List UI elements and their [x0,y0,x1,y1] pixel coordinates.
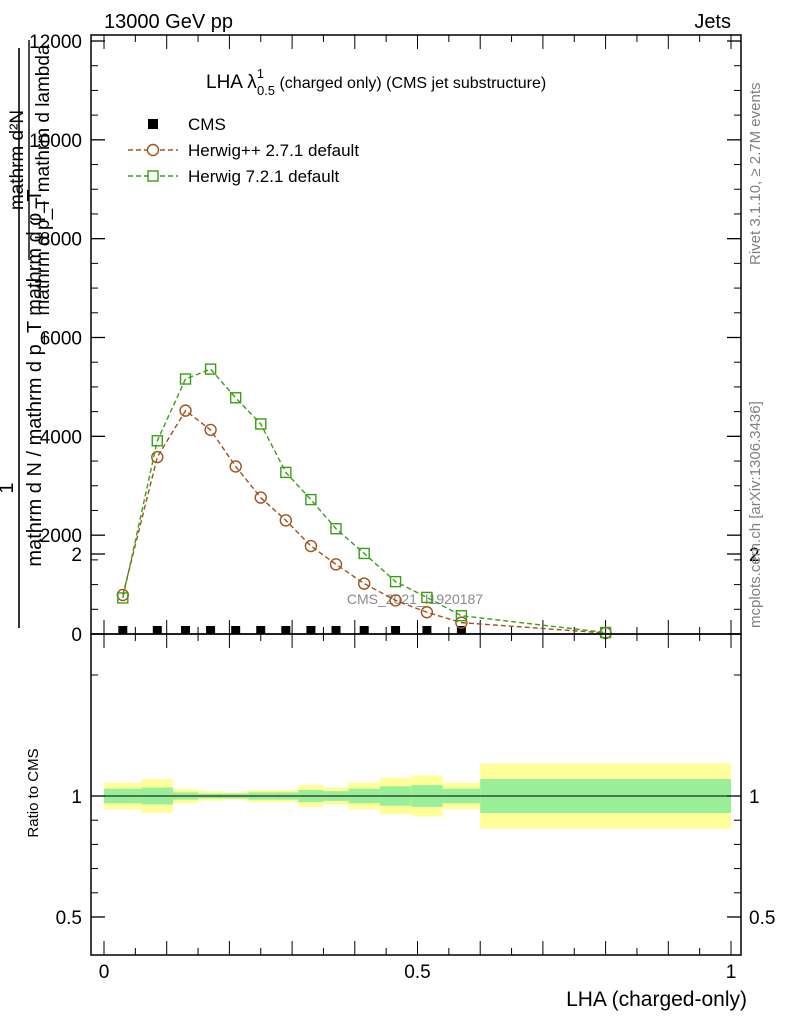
ylabel-overlay-denominator: mathrm d p_T mathrm d lambda [33,44,54,315]
ratio-y-tick-label-right-2: 2 [749,545,760,566]
data-point-herwig7 [305,493,317,506]
legend-marker-herwigpp [146,143,160,157]
data-point-herwigpp [304,539,318,553]
ratio-y-tick-label-right-0: 0.5 [749,908,775,929]
data-point-cms [422,626,432,634]
chart-title-rest: (charged only) (CMS jet substructure) [275,75,546,92]
data-point-herwig7 [455,610,468,622]
data-point-herwigpp [329,558,343,571]
data-point-cms [306,626,316,634]
main-y-tick-label-1: 2000 [40,526,82,547]
main-y-tick-label-5: 10000 [29,131,82,152]
legend-label-0: CMS [188,115,226,134]
x-tick-label-2: 1 [726,962,737,983]
data-point-herwig7 [389,575,402,588]
chart-title-sup: 1 [257,66,264,81]
rivet-label: Rivet 3.1.10, ≥ 2.7M events [747,83,764,266]
x-tick-label-0: 0 [99,962,110,983]
series-0 [118,626,466,634]
data-point-cms [181,626,191,634]
watermark: CMS_2021_I1920187 [347,591,483,607]
data-point-herwig7 [421,591,433,604]
data-point-herwigpp [279,514,293,527]
chart-title: LHA λ1 0.5 (charged only) (CMS jet substr… [206,66,546,98]
ylabel-numerator: 1 [0,482,18,493]
mcplots-label: mcplots.cern.ch [arXiv:1306.3436] [747,401,764,628]
data-point-herwig7 [280,466,292,479]
legend-label-2: Herwig 7.2.1 default [188,167,339,186]
data-point-cms [206,626,216,634]
data-point-herwigpp [151,450,164,464]
legend-marker-cms [148,119,158,129]
data-point-herwigpp [455,616,468,629]
ratio-frame [90,633,742,956]
data-point-herwigpp [358,577,371,590]
data-point-herwig7 [330,523,342,535]
data-point-herwig7 [255,418,267,430]
ratio-y-tick-label-1: 1 [71,787,82,808]
data-point-herwigpp [179,404,192,417]
data-point-herwig7 [204,363,217,375]
data-point-cms [391,626,401,634]
data-point-herwigpp [389,594,402,607]
x-tick-label-1: 0.5 [404,962,430,983]
legend-marker-herwig7 [147,170,159,182]
main-plot-area: 0 2000 4000 6000 8000 10000 12000 CMS_2021_I192… [29,32,742,646]
chart-title-sub: 0.5 [257,83,275,98]
main-y-axis-label-overlay: mathrm d²N mathrm d p_T mathrm d lambda [7,40,54,316]
chart-title-main: LHA λ [206,72,257,93]
data-point-cms [456,626,466,634]
x-axis-label: LHA (charged-only) [566,988,747,1011]
data-point-herwig7 [117,592,129,604]
data-point-herwig7 [151,435,163,447]
main-y-tick-label-6: 12000 [29,32,82,53]
series-2 [117,363,612,639]
ylabel-overlay-numerator: mathrm d²N [7,110,28,210]
main-y-tick-label-3: 6000 [40,329,82,350]
data-point-cms [256,626,266,634]
data-point-herwigpp [204,423,217,437]
data-point-cms [359,626,369,634]
ylabel-denominator: mathrm d N / mathrm d p_T mathrm d φ_T [24,189,46,566]
ratio-y-tick-label-right-1: 1 [749,787,760,808]
header-left: 13000 GeV pp [104,11,233,33]
data-point-herwig7 [358,547,370,560]
data-point-herwig7 [229,392,242,404]
data-point-herwig7 [179,373,192,385]
main-y-tick-label-4: 8000 [40,230,82,251]
data-point-herwigpp [254,491,267,504]
main-y-tick-label-2: 4000 [40,427,82,448]
data-point-cms [281,626,291,634]
ratio-y-tick-label-2: 2 [71,545,82,566]
ratio-y-tick-label-0: 0.5 [56,908,82,929]
header-right: Jets [694,11,731,33]
main-y-axis-label: 1 mathrm d N / mathrm d p_T mathrm d φ_T [0,48,46,628]
data-point-cms [231,626,241,634]
data-point-cms [118,626,128,634]
ratio-plot-area: 0 0.5 1 0.5 0.5 1 1 2 2 [56,545,776,983]
main-y-tick-label-0: 0 [71,625,82,646]
data-point-herwigpp [229,460,242,473]
data-point-herwigpp [420,606,434,619]
legend-label-1: Herwig++ 2.7.1 default [188,141,359,160]
data-point-cms [331,626,341,634]
data-point-cms [152,626,162,634]
legend: CMS Herwig++ 2.7.1 default Herwig 7.2.1 de… [128,115,359,186]
ratio-y-axis-label: Ratio to CMS [25,748,42,837]
